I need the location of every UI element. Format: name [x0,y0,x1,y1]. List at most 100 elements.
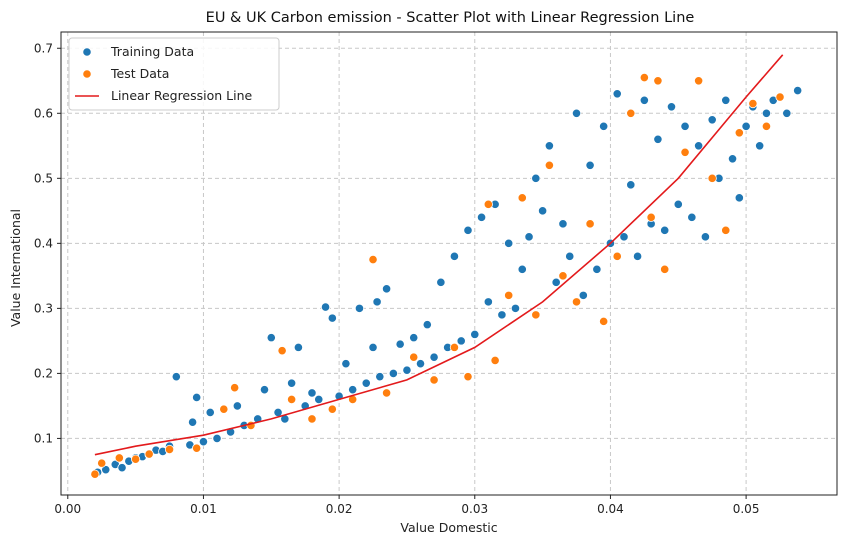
test-data-point [463,372,473,382]
training-data-point [483,297,493,307]
test-data-point [646,212,656,222]
y-tick-label: 0.5 [34,171,53,185]
regression-line-group [94,54,784,456]
training-data-point [232,401,242,411]
training-data-point [707,115,717,125]
x-tick-label: 0.04 [597,502,624,516]
test-data-point [483,199,493,209]
training-data-point [463,225,473,235]
grid-lines [61,32,837,495]
test-data-point [144,449,154,459]
y-axis-label: Value International [8,209,23,327]
training-data-point [694,141,704,151]
training-data-point [687,212,697,222]
training-data-point [544,141,554,151]
training-data-point [592,264,602,274]
training-data-point [653,134,663,144]
y-axis-ticks: 0.1 0.2 0.3 0.4 0.5 0.6 0.7 [34,41,61,445]
training-data-point [341,359,351,369]
training-data-point [101,465,111,475]
x-tick-label: 0.02 [326,502,353,516]
test-data-point [775,92,785,102]
x-tick-label: 0.00 [54,502,81,516]
training-data-point [673,199,683,209]
training-data-point [599,121,609,131]
training-data-point [470,329,480,339]
training-data-point [727,154,738,164]
test-data-point [734,128,744,138]
training-data-point [612,89,622,99]
test-data-point [490,355,500,365]
test-data-point [721,225,731,235]
y-tick-label: 0.1 [34,431,53,445]
test-data-point [599,316,609,326]
training-data-point [782,108,792,118]
x-axis-ticks: 0.00 0.01 0.02 0.03 0.04 0.05 [54,495,759,516]
test-data-point [131,454,141,464]
test-data-point [219,404,229,414]
test-data-point [449,342,460,352]
training-data-point [429,352,439,362]
test-data-point [748,98,758,109]
training-data-point [741,121,751,131]
legend-test-marker [82,69,92,79]
training-data-point [476,212,487,222]
training-data-point [409,333,419,343]
test-data-point [368,254,378,265]
training-data-point [504,238,514,248]
data-points [90,72,803,479]
training-data-point [755,141,765,151]
training-data-point [449,251,460,261]
x-tick-label: 0.03 [461,502,488,516]
training-data-point [314,394,324,405]
training-data-point [205,407,215,418]
training-data-point [639,95,649,105]
test-data-point [761,121,772,131]
test-data-point [639,72,649,83]
training-data-point [372,297,382,307]
training-data-point [388,368,398,378]
legend-label: Training Data [110,44,194,59]
training-data-point [402,365,412,375]
training-data-point [327,313,337,323]
test-data-point [707,173,717,183]
training-data-point [422,320,432,330]
training-data-point [734,193,744,203]
training-data-point [700,232,711,242]
y-tick-label: 0.6 [34,106,53,120]
training-data-point [680,121,690,131]
test-data-point [571,297,582,307]
training-data-point [198,437,209,447]
training-data-point [348,385,358,395]
x-tick-label: 0.01 [190,502,217,516]
test-data-point [192,443,202,453]
test-data-point [429,375,439,385]
training-data-point [395,339,405,349]
training-data-point [721,95,731,105]
legend: Training Data Test Data Linear Regression … [68,37,280,111]
test-data-point [660,264,670,274]
test-data-point [164,444,175,455]
training-data-point [619,232,629,242]
training-data-point [761,108,772,118]
training-data-point [585,160,595,170]
test-data-point [585,219,595,229]
test-data-point [694,76,704,86]
training-data-point [666,102,677,112]
training-data-point [531,173,541,183]
training-data-point [436,277,446,287]
test-data-point [517,193,527,203]
training-data-point [368,342,378,352]
training-data-point [660,225,670,235]
training-data-point [551,277,561,287]
test-data-point [504,290,514,300]
legend-label: Test Data [110,66,169,81]
training-data-point [192,392,202,403]
training-data-point [171,372,181,382]
test-data-point [97,458,107,468]
test-data-point [381,388,392,398]
training-data-point [558,219,568,229]
x-axis-label: Value Domestic [400,520,497,535]
y-tick-label: 0.4 [34,236,53,250]
test-data-point [307,414,317,424]
